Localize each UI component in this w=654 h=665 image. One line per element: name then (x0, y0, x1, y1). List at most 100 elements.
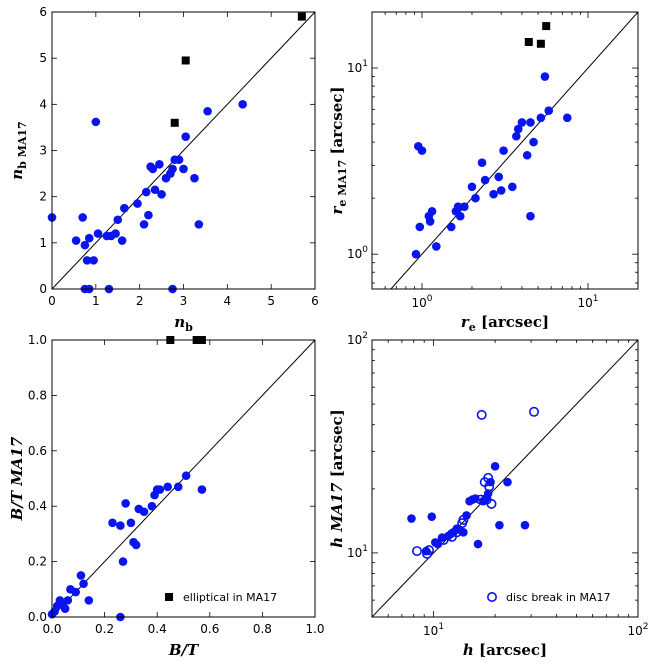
data-point (108, 518, 117, 528)
data-point (131, 540, 141, 550)
x-axis-label: h [arcsec] (463, 641, 547, 659)
data-point (427, 512, 437, 521)
data-point (421, 546, 431, 556)
data-point (453, 202, 463, 211)
y-tick-label: 1 (39, 236, 47, 250)
x-tick-label: 0.4 (148, 622, 167, 636)
data-point (467, 182, 477, 192)
data-point (238, 100, 247, 109)
data-point (91, 117, 101, 127)
data-point (163, 482, 173, 492)
data-point (179, 164, 188, 174)
data-point (562, 113, 572, 123)
data-point (407, 514, 416, 523)
y-tick-label: 0 (39, 282, 47, 296)
one-to-one-line (52, 12, 315, 289)
data-point (60, 604, 70, 613)
data-point (181, 471, 191, 481)
data-point-open-circle (438, 534, 449, 545)
y-tick-label: 100 (347, 245, 368, 261)
data-point (526, 211, 535, 221)
data-point (84, 233, 94, 243)
data-point (471, 193, 480, 203)
plot-frame (51, 11, 316, 290)
legend-marker-open-circle (486, 591, 497, 602)
data-point (517, 118, 527, 127)
data-point (126, 518, 136, 528)
data-point-open-circle (476, 409, 487, 420)
x-tick-label: 0.6 (200, 622, 219, 636)
data-point (118, 557, 128, 566)
x-tick-label: 0.0 (42, 622, 61, 636)
data-point (495, 520, 504, 530)
y-axis-label: h MA17 [arcsec] (328, 409, 346, 548)
panel-2: 100 101 100 101 re [arcsec] re MA17 [arcsec] (328, 11, 639, 334)
data-point-square (170, 118, 179, 127)
data-point (477, 158, 487, 168)
data-point (181, 132, 190, 141)
data-point (155, 160, 164, 169)
data-point (490, 462, 500, 471)
data-point (411, 249, 421, 259)
data-point (526, 118, 535, 127)
data-point (173, 482, 183, 492)
data-point (197, 485, 207, 494)
data-point (513, 124, 523, 134)
x-tick-label: 6 (311, 294, 319, 308)
legend-label: elliptical in MA17 (183, 591, 277, 604)
y-tick-label: 5 (39, 51, 47, 65)
data-point-open-circle (423, 545, 434, 556)
data-point-open-circle (475, 494, 486, 505)
data-point (141, 187, 151, 197)
data-point (147, 501, 157, 511)
data-point-open-circle (412, 546, 423, 557)
x-axis-label: B/T (168, 641, 200, 659)
data-point (174, 155, 184, 165)
x-tick-label: 102 (627, 622, 648, 638)
panel-1: 0 1 2 3 4 5 6 0 1 2 3 4 5 6 nb nb MA17 (8, 5, 319, 334)
data-point (499, 146, 508, 155)
one-to-one-line (372, 340, 638, 617)
data-point (460, 202, 469, 211)
y-tick-label: 0.4 (28, 499, 47, 513)
data-point (71, 236, 81, 245)
y-tick-label: 0.8 (28, 388, 47, 402)
data-point (489, 189, 498, 199)
data-point-open-circle (529, 406, 540, 417)
data-point-open-circle (484, 481, 495, 492)
x-axis-label: re [arcsec] (461, 313, 549, 334)
data-point (432, 242, 441, 251)
y-tick-label: 1.0 (28, 333, 47, 347)
panel-3: 0.0 0.2 0.4 0.6 0.8 1.0 0.0 0.2 0.4 0.6 0.8 1.0 B/T B… (8, 333, 325, 659)
y-tick-label: 0.6 (28, 444, 47, 458)
y-axis-label: B/T MA17 (8, 436, 26, 521)
data-point (139, 507, 149, 517)
x-tick-label: 2 (136, 294, 144, 308)
plot-frame (371, 339, 639, 618)
x-tick-label: 5 (267, 294, 275, 308)
data-point (203, 106, 212, 116)
data-point (473, 539, 483, 549)
legend-label: disc break in MA17 (506, 591, 611, 604)
data-point-open-circle (486, 498, 497, 509)
data-point-square (524, 37, 533, 46)
x-tick-label: 101 (578, 294, 599, 310)
data-point (417, 146, 427, 155)
data-point-square (297, 12, 306, 21)
x-tick-label: 1 (92, 294, 100, 308)
data-point-open-circle (458, 514, 469, 525)
data-point (82, 256, 92, 265)
data-point (462, 511, 471, 520)
data-point (168, 164, 177, 174)
data-point (111, 229, 120, 238)
data-point (63, 596, 73, 605)
data-point (529, 137, 538, 147)
y-tick-label: 4 (39, 97, 47, 111)
one-to-one-line (390, 12, 638, 289)
data-point (155, 485, 165, 494)
data-point (150, 185, 160, 195)
y-tick-label: 101 (347, 544, 368, 560)
data-point (89, 256, 98, 265)
y-tick-label: 0.0 (28, 610, 47, 624)
